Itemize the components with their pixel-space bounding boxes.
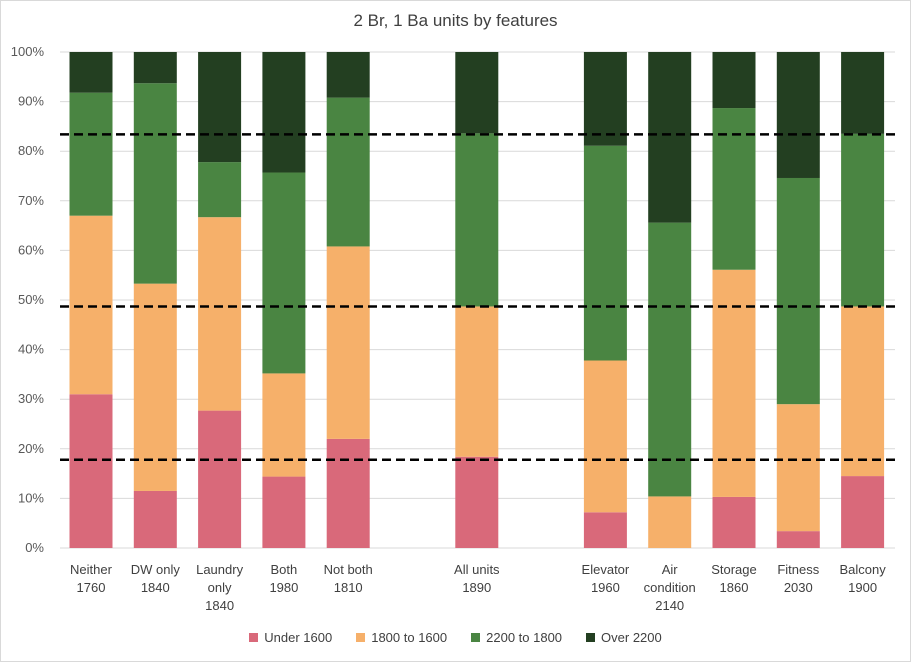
legend-item: Over 2200	[586, 630, 662, 645]
x-category-label: 2030	[784, 580, 813, 595]
bar-segment	[69, 52, 113, 93]
x-category-label: 2140	[655, 598, 684, 613]
bar-segment	[712, 496, 756, 548]
bar-segment	[583, 360, 627, 513]
bar-segment	[712, 52, 756, 109]
bar-segment	[648, 52, 692, 223]
bar-segment	[198, 52, 242, 163]
legend-item: 1800 to 1600	[356, 630, 447, 645]
x-category-label: Both	[271, 562, 298, 577]
legend-label: 2200 to 1800	[486, 630, 563, 645]
x-category-label: 1890	[462, 580, 491, 595]
y-tick-label: 100%	[11, 44, 45, 59]
legend-swatch	[249, 633, 259, 642]
x-category-label: Laundry	[196, 562, 243, 577]
bar-segment	[841, 133, 885, 307]
legend-label: Over 2200	[601, 630, 662, 645]
bar-segment	[262, 476, 306, 548]
x-category-label: 1810	[334, 580, 363, 595]
bar-segment	[326, 52, 370, 98]
bar-segment	[455, 306, 499, 457]
chart-title: 2 Br, 1 Ba units by features	[353, 11, 558, 30]
bar-segment	[455, 133, 499, 307]
bar-segment	[198, 217, 242, 411]
y-tick-label: 30%	[18, 391, 44, 406]
x-category-label: DW only	[131, 562, 181, 577]
bar-segment	[841, 476, 885, 548]
y-axis-ticks: 0% 10% 20% 30% 40% 50% 60% 70% 80% 90% 100%	[11, 44, 45, 555]
bar-segment	[262, 52, 306, 173]
bar-segment	[712, 269, 756, 497]
legend-item: Under 1600	[249, 630, 332, 645]
y-tick-label: 20%	[18, 441, 44, 456]
legend-label: Under 1600	[264, 630, 333, 645]
x-category-label: Neither	[70, 562, 113, 577]
bar-segment	[69, 215, 113, 395]
bar-segment	[841, 52, 885, 134]
bar-segment	[583, 52, 627, 146]
bar-segment	[648, 496, 692, 548]
x-category-label: Not both	[324, 562, 373, 577]
x-category-label: 1840	[141, 580, 170, 595]
x-category-label: Air	[662, 562, 679, 577]
x-category-label: 1960	[591, 580, 620, 595]
x-category-label: 1840	[205, 598, 234, 613]
y-tick-label: 60%	[18, 242, 44, 257]
y-tick-label: 0%	[25, 540, 44, 555]
y-tick-label: 40%	[18, 342, 44, 357]
legend: Under 1600 1800 to 1600 2200 to 1800 Over 2…	[0, 630, 911, 645]
legend-label: 1800 to 1600	[371, 630, 448, 645]
bar-segment	[455, 456, 499, 548]
bar-segment	[198, 162, 242, 218]
bar-segment	[776, 52, 820, 178]
x-category-label: Elevator	[582, 562, 630, 577]
bar-segment	[776, 177, 820, 405]
x-category-label: condition	[644, 580, 696, 595]
bar-segment	[133, 52, 177, 84]
legend-swatch	[471, 633, 481, 642]
bar-segment	[776, 404, 820, 532]
bar-segment	[841, 306, 885, 477]
x-category-label: only	[208, 580, 232, 595]
x-category-label: Balcony	[839, 562, 886, 577]
bar-segment	[69, 92, 113, 216]
bar-segment	[262, 373, 306, 477]
bar-segment	[776, 531, 820, 548]
x-category-label: 1860	[720, 580, 749, 595]
bar-segment	[198, 410, 242, 548]
x-category-label: Storage	[711, 562, 757, 577]
bar-segment	[712, 108, 756, 270]
y-tick-label: 90%	[18, 94, 44, 109]
x-category-label: Fitness	[777, 562, 819, 577]
bar-segment	[648, 222, 692, 497]
x-category-label: 1980	[269, 580, 298, 595]
bar-segment	[455, 52, 499, 134]
bar-segment	[262, 172, 306, 374]
x-axis-labels: Neither 1760 DW only 1840 Laundry only 1840 Bot…	[70, 562, 886, 613]
bar-segment	[326, 246, 370, 439]
legend-swatch	[356, 633, 366, 642]
y-tick-label: 70%	[18, 193, 44, 208]
x-category-label: All units	[454, 562, 500, 577]
bar-segment	[69, 394, 113, 548]
y-tick-label: 10%	[18, 490, 44, 505]
y-tick-label: 50%	[18, 292, 44, 307]
bar-segment	[133, 490, 177, 548]
bar-segment	[583, 145, 627, 361]
bars	[69, 52, 885, 548]
bar-segment	[133, 83, 177, 284]
bar-segment	[583, 512, 627, 548]
y-tick-label: 80%	[18, 143, 44, 158]
x-category-label: 1900	[848, 580, 877, 595]
legend-swatch	[586, 633, 596, 642]
x-category-label: 1760	[77, 580, 106, 595]
bar-segment	[133, 283, 177, 491]
bar-segment	[326, 97, 370, 247]
legend-item: 2200 to 1800	[471, 630, 562, 645]
bar-segment	[326, 438, 370, 548]
